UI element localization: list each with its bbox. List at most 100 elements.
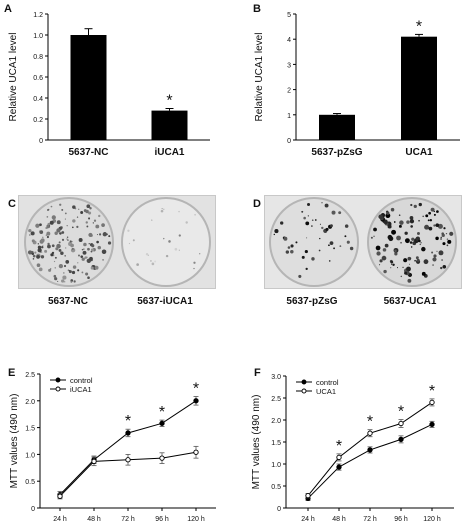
- colony-dot: [87, 276, 90, 280]
- colony-dot: [384, 243, 389, 248]
- colony-dot: [73, 280, 76, 283]
- colony-dot: [390, 263, 393, 265]
- colony-dot: [72, 205, 76, 209]
- colony-dot: [40, 238, 45, 243]
- colony-dot: [47, 222, 51, 226]
- colony-dot: [381, 255, 387, 261]
- colony-dot: [46, 231, 51, 236]
- y-tick-label: 0.5: [25, 479, 35, 486]
- colony-dot: [440, 238, 442, 240]
- colony-dot: [344, 235, 347, 238]
- legend-label: UCA1: [316, 387, 336, 396]
- colony-dot: [61, 231, 65, 234]
- colony-dot: [311, 257, 315, 261]
- colony-dot: [46, 235, 50, 239]
- x-tick-label: 96 h: [394, 516, 408, 523]
- colony-dot: [154, 260, 157, 263]
- colony-dot: [63, 264, 67, 268]
- colony-dot: [80, 255, 84, 258]
- colony-dot: [399, 220, 404, 225]
- colony-dot: [442, 242, 446, 246]
- colony-dot: [440, 266, 443, 270]
- dish-label-5637-nc: 5637-NC: [47, 296, 89, 307]
- colony-dot: [409, 241, 413, 244]
- colony-dot: [390, 260, 394, 264]
- y-tick-label: 0.6: [33, 75, 43, 82]
- colony-dot: [406, 220, 410, 224]
- colony-dot: [428, 226, 433, 231]
- x-tick-label: 72 h: [363, 516, 377, 523]
- colony-dot: [69, 240, 72, 243]
- colony-dot: [441, 232, 445, 235]
- dish-label-5637-uca1: 5637-UCA1: [383, 296, 437, 307]
- colony-dot: [94, 265, 99, 270]
- colony-dot: [383, 269, 387, 274]
- colony-dot: [50, 253, 54, 257]
- legend-label: control: [316, 378, 339, 387]
- x-tick-label: 48 h: [87, 516, 101, 523]
- colony-dot: [419, 243, 422, 246]
- bar: [70, 35, 107, 140]
- colony-dot: [93, 219, 97, 222]
- colony-dot: [295, 241, 298, 244]
- colony-dot: [433, 224, 436, 227]
- colony-dot: [160, 209, 164, 213]
- dish-label-5637-iuca1: 5637-iUCA1: [137, 296, 193, 307]
- colony-dot: [382, 248, 387, 252]
- colony-dot: [379, 259, 383, 263]
- colony-dot: [28, 228, 32, 233]
- colony-dot: [39, 223, 42, 227]
- colony-dot: [96, 234, 99, 236]
- colony-dot: [409, 215, 414, 220]
- data-point: [398, 420, 404, 427]
- colony-dot: [91, 244, 95, 248]
- colony-dot: [375, 245, 381, 251]
- colony-dot: [447, 239, 452, 244]
- colony-dot: [436, 210, 439, 213]
- colony-dot: [64, 212, 67, 215]
- colony-dot: [54, 256, 57, 259]
- colony-dot: [433, 210, 435, 213]
- y-axis-label: Relative UCA1 level: [254, 33, 265, 122]
- colony-dot: [400, 275, 403, 278]
- panel-letter-d: D: [253, 198, 261, 210]
- colony-dot: [86, 204, 91, 209]
- colony-dot: [436, 250, 438, 252]
- colony-dot: [307, 215, 309, 217]
- y-tick-label: 1.0: [33, 33, 43, 40]
- colony-dot: [136, 263, 139, 266]
- colony-dot: [59, 203, 62, 206]
- colony-dot: [311, 225, 313, 227]
- colony-photo-d: [264, 195, 462, 289]
- dish-5637-nc: [24, 197, 114, 287]
- colony-dot: [44, 249, 48, 253]
- colony-dot: [85, 272, 89, 276]
- colony-dot: [40, 255, 45, 259]
- significance-star: *: [166, 93, 172, 110]
- colony-dot: [49, 220, 54, 225]
- colony-dot: [96, 240, 99, 244]
- colony-dot: [321, 202, 323, 204]
- data-point: [429, 399, 435, 406]
- colony-dot: [38, 267, 43, 272]
- colony-dot: [319, 237, 321, 240]
- data-point: [193, 449, 199, 455]
- colony-dot: [47, 244, 51, 249]
- colony-dot: [55, 247, 59, 251]
- y-tick-label: 1.5: [25, 426, 35, 433]
- colony-dot: [27, 250, 33, 255]
- legend-marker: [55, 386, 61, 392]
- colony-dot: [57, 280, 59, 282]
- colony-dots-pzsg: [273, 202, 354, 278]
- colony-dot: [386, 211, 390, 215]
- colony-dot: [83, 242, 87, 247]
- colony-dot: [88, 242, 90, 245]
- data-point: [367, 447, 373, 453]
- panel-letter-c: C: [8, 198, 16, 210]
- x-tick-label: 120 h: [187, 516, 205, 523]
- colony-dot: [98, 233, 102, 236]
- y-tick-label: 2.5: [271, 396, 281, 403]
- colony-dot: [445, 233, 448, 235]
- colony-dot: [89, 207, 92, 210]
- data-point: [336, 454, 342, 461]
